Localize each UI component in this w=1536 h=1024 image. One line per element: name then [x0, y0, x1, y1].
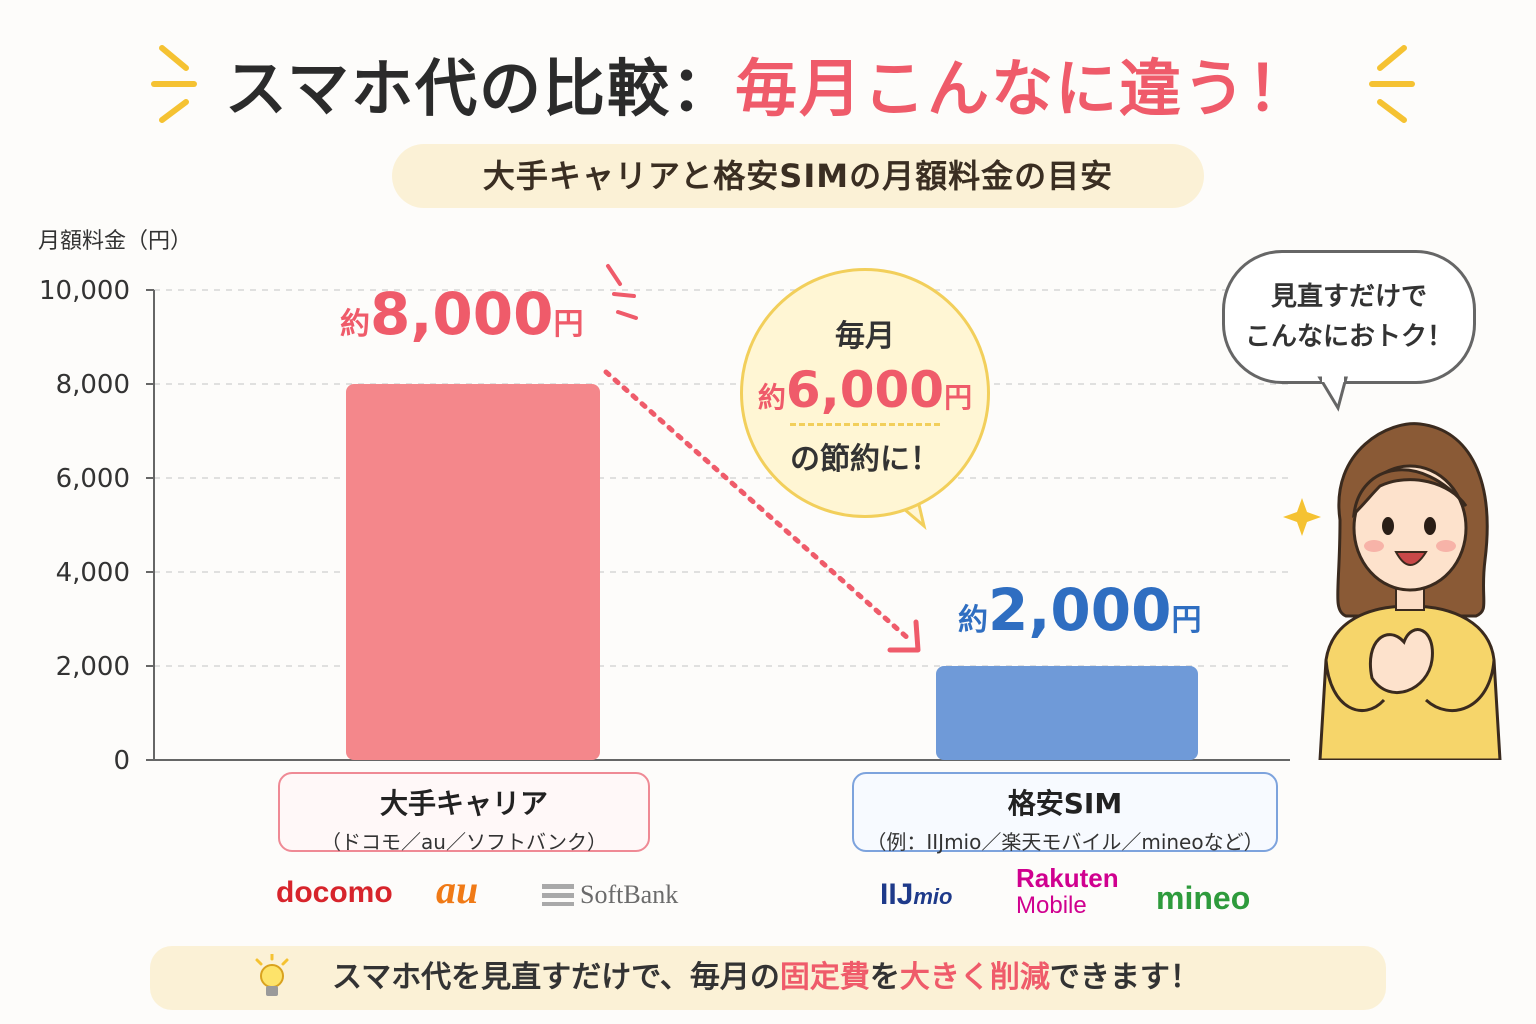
footer-text-before: スマホ代を見直すだけで、毎月の — [332, 960, 780, 995]
iij-logo-text: IIJ — [880, 878, 914, 911]
mineo-logo: mineo — [1156, 880, 1251, 916]
rakuten-mobile-logo: Rakuten Mobile — [1016, 864, 1119, 920]
woman-illustration — [1283, 422, 1502, 760]
savings-line3: の節約に！ — [790, 442, 940, 477]
savings-unit: 円 — [944, 381, 973, 414]
savings-number: 6,000 — [785, 361, 945, 419]
category-box-sim: 格安SIM （例：IIJmio／楽天モバイル／mineoなど） — [852, 772, 1278, 854]
data-label-number: 8,000 — [370, 280, 554, 348]
savings-line1: 毎月 — [835, 319, 895, 354]
speech-line1: 見直すだけで — [1270, 282, 1427, 312]
speech-bubble-tail — [1317, 376, 1348, 412]
category-name: 格安SIM — [1007, 787, 1123, 820]
savings-amount: 約6,000円 — [743, 361, 987, 419]
footer-text: スマホ代を見直すだけで、毎月の固定費を大きく削減できます！ — [332, 946, 1200, 1010]
title-main: スマホ代の比較： — [224, 52, 736, 125]
mio-logo-text: mio — [913, 884, 953, 909]
sparkle-lines-icon — [151, 45, 197, 123]
savings-prefix: 約 — [757, 381, 786, 414]
sparkle-lines-icon — [1369, 45, 1415, 123]
rakuten-logo-text: Rakuten — [1016, 863, 1119, 893]
data-label-unit: 円 — [553, 307, 584, 342]
category-box-carrier: 大手キャリア （ドコモ／au／ソフトバンク） — [278, 772, 650, 854]
footer-highlight-reduce: 大きく削減 — [899, 960, 1050, 995]
y-tick-label: 4,000 — [56, 558, 130, 588]
data-label-carrier: 約8,000円 — [340, 280, 583, 348]
au-logo: au — [436, 867, 479, 912]
speech-line2: こんなにおトク！ — [1244, 322, 1453, 352]
softbank-logo: SoftBank — [542, 880, 678, 910]
footer-highlight-fixed-cost: 固定費 — [779, 960, 870, 995]
docomo-logo: docomo — [276, 876, 393, 909]
decrease-arrow — [603, 369, 921, 653]
category-name: 大手キャリア — [379, 787, 548, 820]
speech-bubble: 見直すだけで こんなにおトク！ — [1222, 250, 1476, 384]
footer-text-mid: を — [869, 960, 900, 995]
data-label-sim: 約2,000円 — [958, 576, 1201, 644]
y-tick-label: 2,000 — [56, 652, 130, 682]
softbank-bars-icon — [542, 884, 574, 906]
mobile-logo-text: Mobile — [1016, 892, 1087, 919]
page-title: スマホ代の比較：毎月こんなに違う！ — [0, 38, 1536, 128]
footer-banner: スマホ代を見直すだけで、毎月の固定費を大きく削減できます！ — [150, 946, 1386, 1010]
star-sparkle-icon — [1283, 498, 1321, 536]
data-label-number: 2,000 — [988, 576, 1172, 644]
bar-0 — [346, 384, 600, 760]
iijmio-logo: IIJmio — [880, 878, 952, 912]
data-label-prefix: 約 — [340, 307, 370, 342]
y-tick-label: 10,000 — [39, 276, 130, 306]
category-examples: （例：IIJmio／楽天モバイル／mineoなど） — [866, 830, 1264, 854]
lightbulb-icon — [255, 954, 289, 996]
footer-text-after: できます！ — [1049, 960, 1200, 995]
subtitle-pill: 大手キャリアと格安SIMの月額料金の目安 — [392, 144, 1204, 208]
emphasis-lines-icon — [606, 264, 638, 320]
savings-divider — [790, 423, 940, 426]
bar-1 — [936, 666, 1198, 760]
y-tick-label: 6,000 — [56, 464, 130, 494]
y-tick-label: 0 — [113, 746, 130, 776]
data-label-prefix: 約 — [958, 603, 988, 638]
category-examples: （ドコモ／au／ソフトバンク） — [321, 830, 607, 854]
title-accent: 毎月こんなに違う！ — [735, 52, 1312, 125]
softbank-logo-text: SoftBank — [580, 880, 679, 909]
y-axis-label: 月額料金（円） — [38, 229, 192, 254]
data-label-unit: 円 — [1171, 603, 1202, 638]
y-tick-label: 8,000 — [56, 370, 130, 400]
savings-bubble: 毎月 約6,000円 の節約に！ — [740, 268, 990, 518]
